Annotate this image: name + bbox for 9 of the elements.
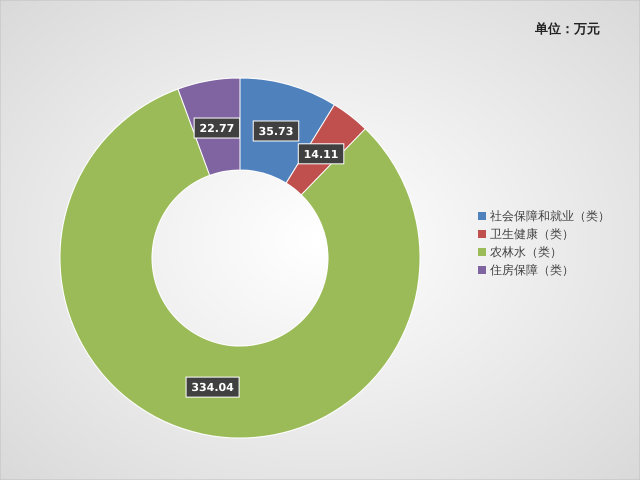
legend-label: 住房保障（类） — [489, 263, 574, 277]
text: 单位：万元 — [534, 21, 600, 37]
data-label: 22.77 — [200, 122, 234, 136]
legend-label: 社会保障和就业（类） — [490, 209, 610, 223]
slice-label: 农林水（类） — [490, 245, 562, 259]
data-label: 14.11 — [304, 148, 338, 161]
data-label: 334.04 — [191, 381, 234, 394]
data-label: 35.73 — [258, 124, 294, 138]
legend-label: 卫生健康（类） — [490, 227, 574, 241]
